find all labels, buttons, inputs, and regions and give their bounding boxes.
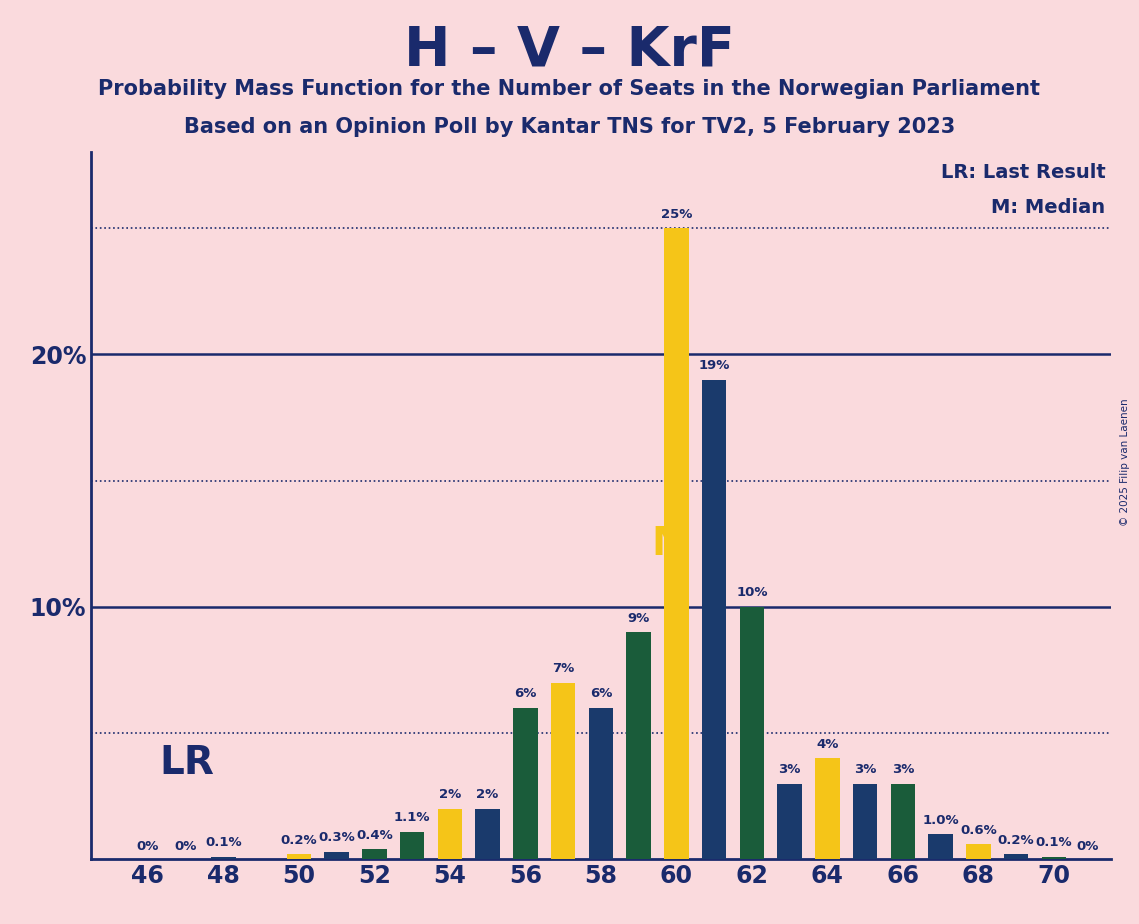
Bar [739,607,764,859]
Bar [702,380,727,859]
Text: 3%: 3% [854,763,876,776]
Text: 19%: 19% [698,359,730,372]
Bar [626,632,650,859]
Bar [928,834,953,859]
Text: 0%: 0% [174,840,197,853]
Text: Probability Mass Function for the Number of Seats in the Norwegian Parliament: Probability Mass Function for the Number… [98,79,1041,99]
Text: 0%: 0% [137,840,159,853]
Text: 0.2%: 0.2% [998,833,1034,846]
Bar [966,845,991,859]
Text: 6%: 6% [514,687,536,700]
Bar [664,228,689,859]
Text: 0.1%: 0.1% [1035,836,1072,849]
Bar [1003,855,1029,859]
Text: 6%: 6% [590,687,612,700]
Text: LR: Last Result: LR: Last Result [941,163,1106,182]
Text: 0.6%: 0.6% [960,823,997,836]
Text: 0.4%: 0.4% [355,829,393,842]
Text: 9%: 9% [628,612,649,625]
Text: 2%: 2% [439,788,461,801]
Text: 0.1%: 0.1% [205,836,241,849]
Bar [325,852,349,859]
Text: M: M [652,525,690,563]
Bar [400,832,425,859]
Bar [777,784,802,859]
Bar [853,784,877,859]
Bar [475,808,500,859]
Bar [362,849,386,859]
Bar [891,784,915,859]
Text: 3%: 3% [892,763,915,776]
Bar [816,759,839,859]
Text: 10%: 10% [736,587,768,600]
Text: 1.0%: 1.0% [923,813,959,826]
Text: 4%: 4% [817,737,838,751]
Text: 25%: 25% [661,208,693,221]
Text: © 2025 Filip van Laenen: © 2025 Filip van Laenen [1121,398,1130,526]
Bar [589,708,613,859]
Text: 3%: 3% [778,763,801,776]
Text: 1.1%: 1.1% [394,811,431,824]
Text: 0.3%: 0.3% [318,832,355,845]
Text: 2%: 2% [476,788,499,801]
Bar [211,857,236,859]
Text: 0%: 0% [1076,840,1099,853]
Text: Based on an Opinion Poll by Kantar TNS for TV2, 5 February 2023: Based on an Opinion Poll by Kantar TNS f… [183,117,956,138]
Text: LR: LR [159,745,214,783]
Bar [437,808,462,859]
Bar [1042,857,1066,859]
Bar [513,708,538,859]
Text: 0.2%: 0.2% [280,833,317,846]
Text: M: Median: M: Median [991,199,1106,217]
Text: 7%: 7% [552,662,574,675]
Bar [287,855,311,859]
Bar [551,683,575,859]
Text: H – V – KrF: H – V – KrF [404,23,735,77]
